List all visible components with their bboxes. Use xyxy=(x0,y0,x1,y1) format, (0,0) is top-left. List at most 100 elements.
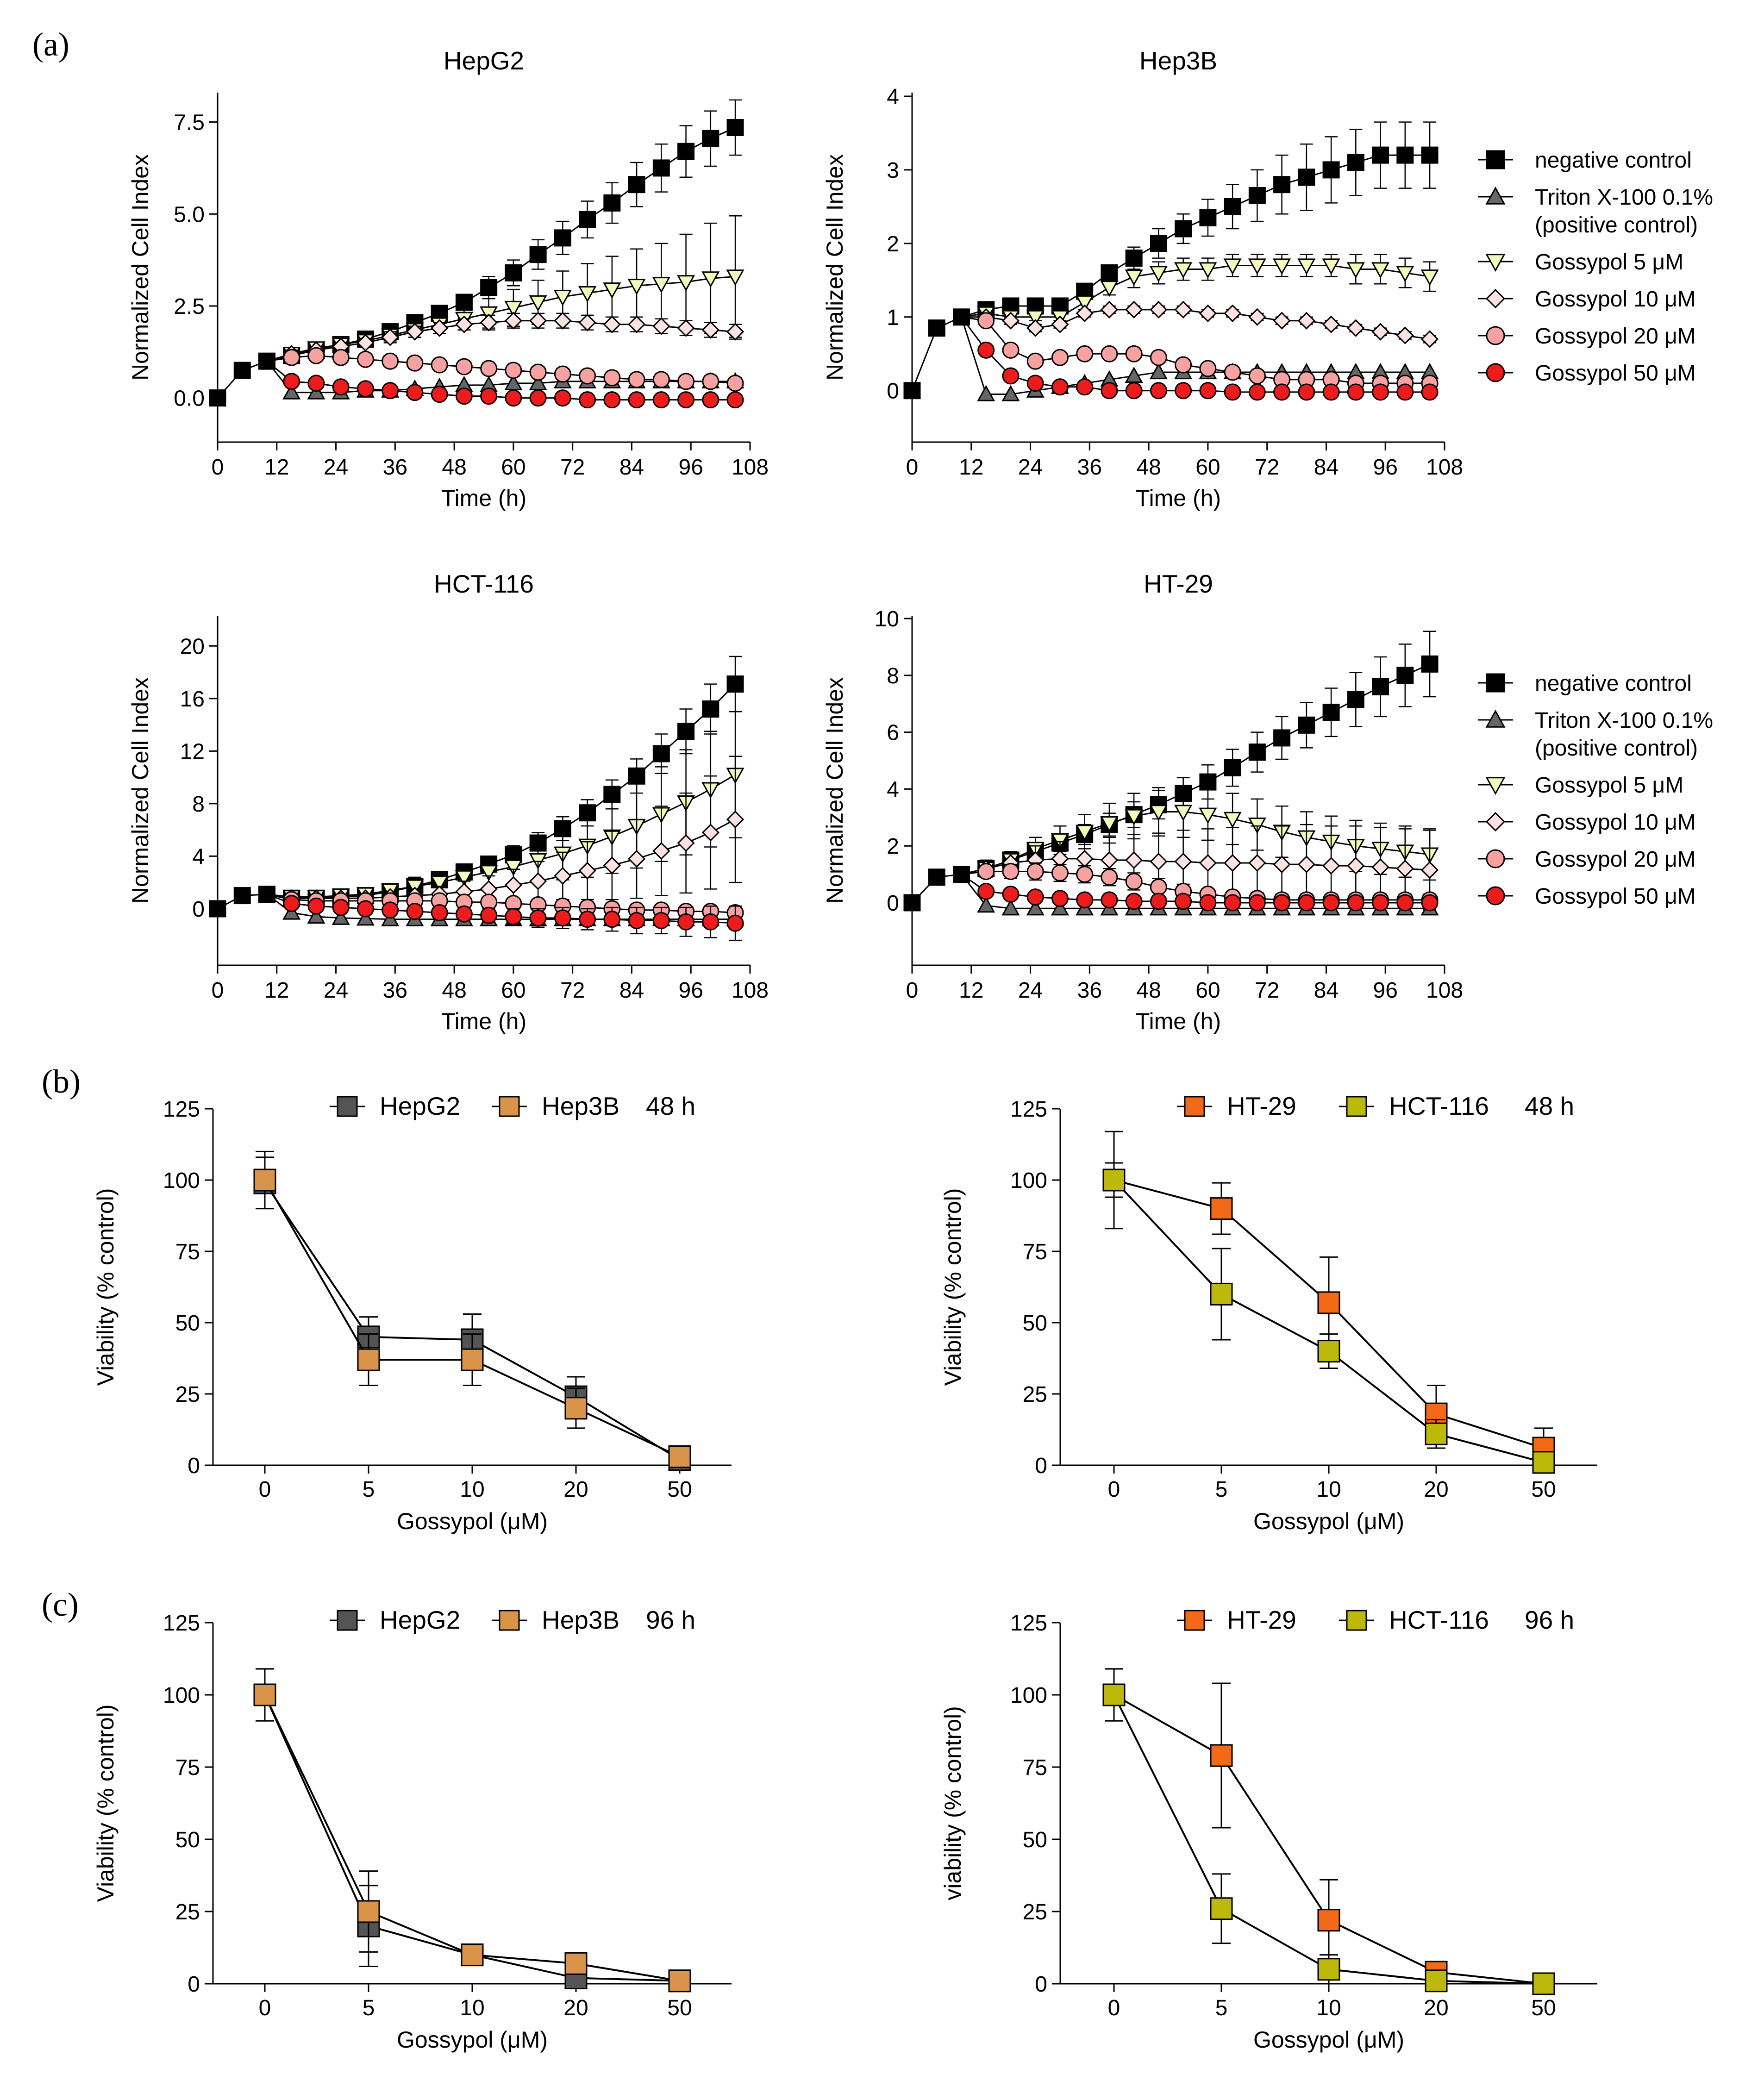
data-point xyxy=(480,360,498,377)
data-point xyxy=(480,313,498,331)
data-point xyxy=(554,867,572,885)
data-point xyxy=(1051,315,1069,333)
data-point xyxy=(430,875,449,892)
legend-marker xyxy=(1346,1610,1367,1631)
data-point xyxy=(627,279,646,295)
data-point xyxy=(652,317,670,335)
legend-marker xyxy=(1486,673,1505,693)
data-point xyxy=(1210,1744,1233,1767)
legend-label: Gossypol 20 μM xyxy=(1535,324,1696,349)
data-point xyxy=(1372,146,1389,164)
x-tick-label: 0 xyxy=(906,978,919,1003)
data-point xyxy=(1001,899,1020,916)
data-point xyxy=(701,271,720,288)
data-point xyxy=(628,176,645,194)
legend-label: HCT-116 xyxy=(1389,1606,1489,1634)
data-point xyxy=(1101,891,1118,909)
data-point xyxy=(253,1683,276,1706)
data-point xyxy=(307,347,325,364)
x-axis-label: Time (h) xyxy=(1136,1008,1221,1034)
data-point xyxy=(1076,345,1094,362)
data-point xyxy=(677,143,695,160)
data-point xyxy=(726,675,744,693)
data-point xyxy=(1150,300,1168,319)
data-point xyxy=(554,389,571,407)
y-tick-label: 0 xyxy=(1035,1972,1047,1997)
series-g50 xyxy=(266,360,744,409)
data-point xyxy=(1175,220,1192,237)
x-tick-label: 60 xyxy=(501,978,525,1003)
data-point xyxy=(357,350,374,368)
x-tick-label: 24 xyxy=(324,455,348,480)
legend-marker xyxy=(499,1610,520,1631)
x-tick-label: 10 xyxy=(460,1477,484,1502)
data-point xyxy=(652,277,670,294)
data-point xyxy=(406,323,424,341)
data-point xyxy=(307,897,325,915)
y-tick-label: 10 xyxy=(875,607,899,631)
x-tick-label: 36 xyxy=(1077,455,1102,480)
x-tick-label: 108 xyxy=(732,455,769,480)
data-point xyxy=(1273,729,1291,747)
series-g20 xyxy=(961,312,1439,392)
data-point xyxy=(1396,266,1414,282)
legend-marker xyxy=(1485,777,1506,795)
data-point xyxy=(1125,300,1143,319)
data-point xyxy=(1248,367,1266,385)
legend-marker xyxy=(1486,326,1505,345)
data-point xyxy=(529,389,547,407)
data-point xyxy=(1532,1972,1555,1995)
data-point xyxy=(1026,899,1045,916)
x-tick-label: 60 xyxy=(1195,978,1220,1003)
y-tick-label: 75 xyxy=(1023,1756,1047,1780)
data-point xyxy=(1273,312,1291,330)
x-axis-label: Time (h) xyxy=(1136,485,1221,511)
data-point xyxy=(504,312,523,330)
data-point xyxy=(652,391,670,409)
x-tick-label: 72 xyxy=(1255,455,1279,480)
x-tick-label: 20 xyxy=(1424,1996,1448,2020)
series-negative xyxy=(209,656,744,918)
data-point xyxy=(977,862,995,880)
data-point xyxy=(1101,868,1118,886)
data-point xyxy=(977,312,995,330)
y-axis-label: Normalized Cell Index xyxy=(822,154,848,381)
data-point xyxy=(1149,805,1168,821)
data-point xyxy=(564,1397,588,1420)
legend-label: Gossypol 10 μM xyxy=(1535,810,1696,835)
series-g10 xyxy=(961,300,1439,348)
data-point xyxy=(1100,300,1119,319)
data-point xyxy=(480,906,498,924)
legend-marker xyxy=(1184,1096,1205,1117)
data-point xyxy=(726,810,744,829)
data-point xyxy=(1150,235,1167,252)
data-point xyxy=(1224,759,1241,776)
chart-hepg2_rtca: 0.0 2.5 5.0 7.5 0 12 24 36 48 60 72 84 96 108 HepG2 Tim… xyxy=(127,46,769,511)
x-tick-label: 0 xyxy=(259,1477,271,1502)
data-point xyxy=(1199,209,1217,226)
x-tick-label: 50 xyxy=(667,1996,692,2020)
data-point xyxy=(652,842,670,860)
data-point xyxy=(1273,176,1291,194)
data-point xyxy=(603,856,621,875)
data-point xyxy=(455,905,473,923)
data-point xyxy=(603,282,621,299)
y-axis-label: Viability (% control) xyxy=(940,1188,966,1386)
legend-item-g50: Gossypol 50 μM xyxy=(1478,361,1696,386)
data-point xyxy=(504,876,523,894)
data-point xyxy=(455,387,473,405)
y-tick-label: 25 xyxy=(1023,1900,1047,1924)
data-point xyxy=(283,349,300,366)
data-point xyxy=(1100,816,1119,833)
data-point xyxy=(505,389,522,407)
legend-item-g20: Gossypol 20 μM xyxy=(1478,847,1696,872)
x-tick-label: 36 xyxy=(1077,978,1102,1003)
x-tick-label: 20 xyxy=(563,1996,588,2020)
legend-label: HepG2 xyxy=(380,1092,460,1120)
data-point xyxy=(1421,655,1439,673)
data-point xyxy=(977,896,995,913)
y-tick-label: 0 xyxy=(887,891,899,916)
data-point xyxy=(1002,862,1020,880)
